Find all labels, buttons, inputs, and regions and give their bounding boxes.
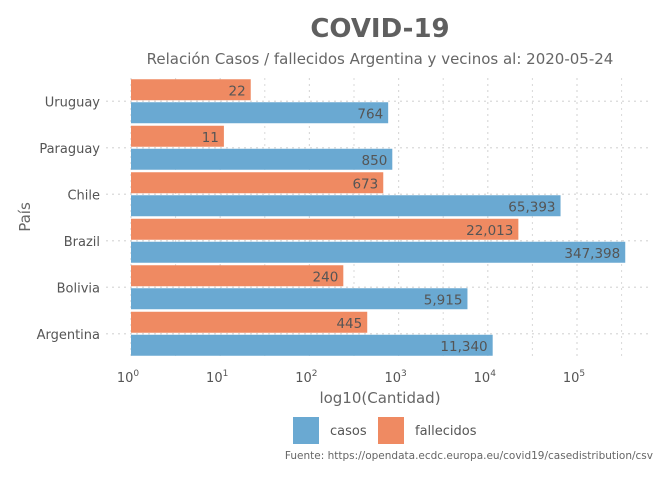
- bar-value-label: 22,013: [466, 223, 513, 239]
- bar-value-label: 240: [313, 269, 339, 285]
- bar-value-label: 65,393: [508, 199, 555, 215]
- chart-subtitle: Relación Casos / fallecidos Argentina y …: [147, 50, 614, 68]
- x-tick-label: 103: [384, 369, 406, 386]
- x-tick-label: 100: [117, 369, 140, 386]
- bar-fallecidos: [131, 125, 224, 147]
- x-tick-label: 101: [206, 369, 228, 386]
- legend-swatch-fallecidos: [378, 417, 404, 444]
- bar-fallecidos: [131, 79, 251, 101]
- x-axis-label: log10(Cantidad): [319, 389, 440, 407]
- bar-value-label: 850: [362, 153, 388, 169]
- bar-fallecidos: [131, 265, 344, 287]
- bar-casos: [131, 334, 493, 356]
- bar-casos: [131, 288, 468, 310]
- bar-value-label: 764: [357, 106, 383, 122]
- legend-label-fallecidos: fallecidos: [415, 424, 477, 439]
- x-tick-label: 105: [563, 369, 585, 386]
- bar-value-label: 5,915: [424, 292, 463, 308]
- bar-casos: [131, 241, 626, 263]
- chart-title: COVID-19: [310, 14, 449, 44]
- bar-value-label: 673: [352, 176, 378, 192]
- y-tick-label: Paraguay: [39, 142, 100, 157]
- source-caption: Fuente: https://opendata.ecdc.europa.eu/…: [285, 450, 653, 462]
- bar-value-label: 11: [202, 130, 219, 146]
- bars: 22 764 11 850 673 65,393 22,013 347,398 240 5,915…: [131, 79, 626, 356]
- bar-casos: [131, 102, 389, 124]
- legend-swatch-casos: [293, 417, 319, 444]
- y-tick-label: Argentina: [37, 328, 100, 343]
- grid: [106, 78, 650, 357]
- bar-value-label: 11,340: [440, 339, 487, 355]
- y-tick-label: Bolivia: [57, 281, 100, 296]
- x-tick-labels: 100 101 102 103 104 105: [117, 369, 585, 386]
- bar-value-label: 347,398: [564, 246, 620, 262]
- y-tick-label: Chile: [67, 188, 100, 203]
- y-axis-label: País: [16, 202, 34, 232]
- bar-casos: [131, 148, 393, 170]
- x-tick-label: 102: [295, 369, 317, 386]
- y-tick-labels: Uruguay Paraguay Chile Brazil Bolivia Argenti…: [37, 95, 101, 343]
- x-tick-label: 104: [474, 369, 497, 386]
- bar-fallecidos: [131, 218, 519, 240]
- y-tick-label: Uruguay: [45, 95, 101, 110]
- bar-fallecidos: [131, 311, 368, 333]
- bar-fallecidos: [131, 172, 384, 194]
- bar-casos: [131, 195, 561, 217]
- y-tick-label: Brazil: [64, 235, 100, 250]
- bar-value-label: 445: [336, 316, 362, 332]
- legend: casos fallecidos: [293, 417, 477, 444]
- bar-value-label: 22: [229, 83, 246, 99]
- legend-label-casos: casos: [330, 424, 367, 439]
